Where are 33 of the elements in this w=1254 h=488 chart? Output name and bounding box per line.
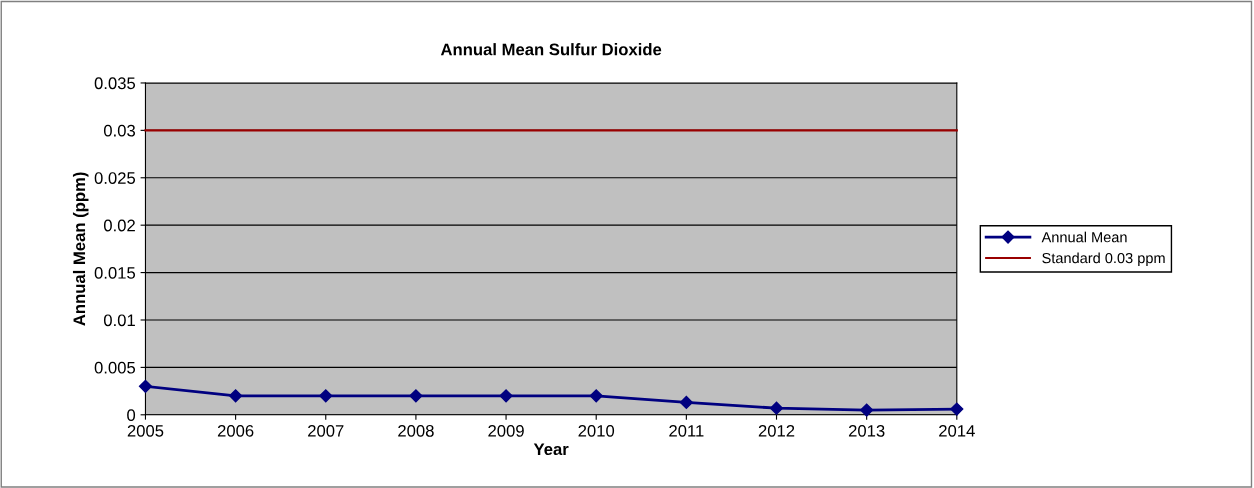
chart-title: Annual Mean Sulfur Dioxide: [440, 43, 662, 56]
x-tick-label: 2010: [578, 424, 615, 437]
point: [229, 389, 243, 403]
x-tick-label: 2008: [398, 424, 434, 437]
x-tick-label: 2007: [308, 424, 344, 437]
x-tick-label: 2005: [127, 424, 164, 437]
y-tick-label: 0.01: [103, 314, 135, 327]
x-tick-label: 2014: [939, 424, 975, 437]
y-tick-label: 0.02: [103, 219, 135, 232]
point: [950, 402, 964, 416]
x-axis-title: Year: [533, 443, 569, 456]
y-tick-label: 0.03: [103, 124, 136, 137]
point: [679, 395, 693, 410]
point: [409, 389, 423, 403]
point: [499, 389, 513, 403]
point: [138, 379, 153, 393]
y-tick-label: 0: [127, 409, 136, 421]
x-tick-label: 2009: [488, 424, 524, 437]
y-axis-title: Annual Mean (ppm): [72, 172, 89, 326]
y-tick-label: 0.025: [94, 172, 136, 184]
y-tick-label: 0.005: [94, 361, 136, 374]
point: [860, 403, 874, 417]
y-tick-label: 0.035: [94, 77, 136, 90]
point: [319, 389, 333, 403]
point: [769, 401, 784, 415]
x-tick-label: 2006: [217, 424, 254, 437]
x-tick-label: 2011: [669, 424, 704, 437]
x-tick-label: 2013: [848, 424, 885, 437]
legend-label: Standard 0.03 ppm: [1042, 252, 1165, 267]
legend-label: Annual Mean: [1041, 231, 1127, 243]
x-tick-label: 2012: [758, 424, 795, 437]
y-tick-label: 0.015: [94, 266, 136, 279]
point: [589, 389, 603, 403]
